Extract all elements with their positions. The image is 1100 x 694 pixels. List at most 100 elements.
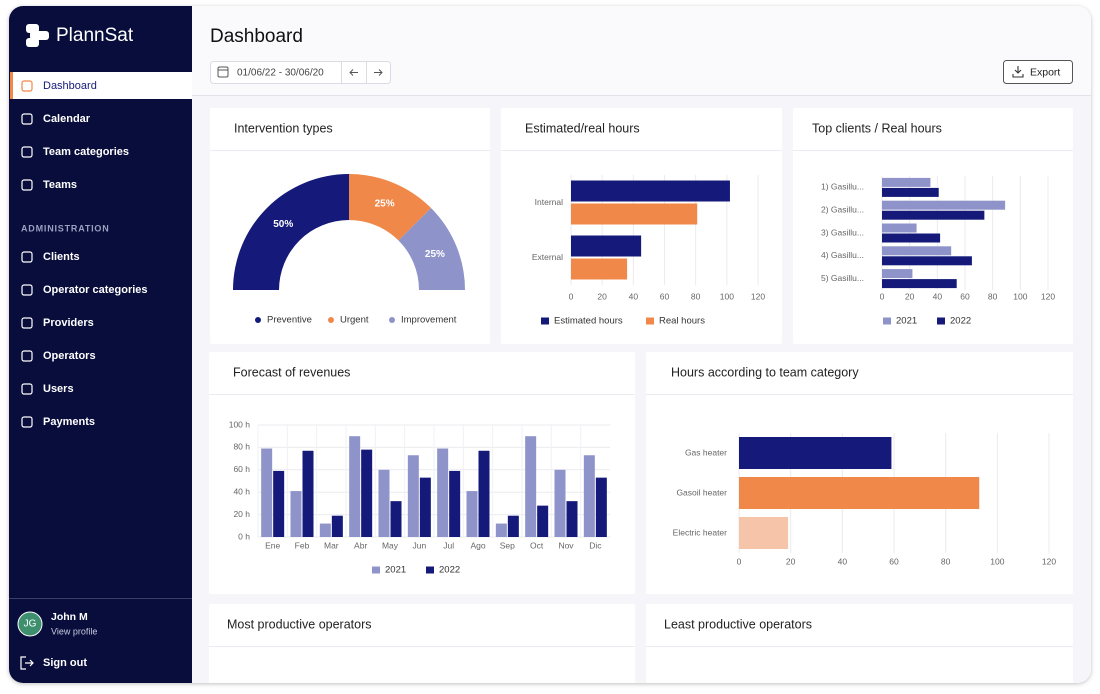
y-tick-label: 40 h: [233, 486, 250, 496]
x-tick-label: 100: [720, 291, 734, 301]
nav-item[interactable]: Teams: [43, 179, 77, 191]
value-label: 50%: [273, 219, 293, 230]
x-tick-label: 120: [751, 291, 765, 301]
sidebar: [9, 6, 192, 683]
legend-label: Improvement: [401, 315, 457, 326]
x-tick-label: Dic: [589, 540, 602, 550]
y-tick-label: Gasoil heater: [676, 487, 727, 497]
legend-marker: [541, 317, 549, 325]
bar: [331, 515, 343, 537]
card-title: Intervention types: [234, 121, 333, 135]
legend-label: 2022: [439, 565, 460, 576]
value-label: 25%: [375, 199, 395, 210]
nav-item[interactable]: Operator categories: [43, 284, 148, 296]
x-tick-label: Feb: [295, 540, 310, 550]
bar: [882, 223, 917, 233]
card-title: Most productive operators: [227, 617, 372, 631]
nav-item[interactable]: Payments: [43, 416, 95, 428]
nav-item[interactable]: Clients: [43, 251, 80, 263]
nav-icon: [21, 251, 33, 263]
x-tick-label: 40: [838, 556, 848, 566]
bar: [882, 246, 952, 256]
bar: [554, 469, 566, 537]
date-range-picker[interactable]: 01/06/22 - 30/06/20: [210, 61, 391, 84]
app: PlannSat ADMINISTRATION JG John M View p…: [9, 6, 1091, 683]
nav-item[interactable]: Team categories: [43, 146, 129, 158]
sign-out[interactable]: Sign out: [20, 656, 87, 670]
x-tick-label: 60: [960, 291, 970, 301]
page-title: Dashboard: [210, 26, 303, 47]
card: [501, 108, 782, 344]
bar: [302, 450, 314, 537]
bar: [390, 501, 402, 537]
bar: [882, 210, 985, 220]
bar: [361, 449, 373, 537]
donut-segment: [398, 207, 465, 290]
logo: PlannSat: [26, 24, 134, 47]
x-tick-label: 120: [1041, 291, 1055, 301]
bar: [478, 450, 490, 537]
bar: [419, 477, 431, 537]
y-tick-label: 4) Gasillu...: [821, 250, 864, 260]
value-label: 25%: [425, 249, 445, 260]
bar: [882, 200, 1006, 210]
user-profile[interactable]: JG John M View profile: [17, 611, 97, 637]
y-tick-label: 3) Gasillu...: [821, 227, 864, 237]
bar: [882, 269, 913, 279]
y-tick-label: Gas heater: [685, 447, 727, 457]
nav-item[interactable]: Calendar: [43, 113, 91, 125]
bar: [319, 523, 331, 537]
y-tick-label: 60 h: [233, 464, 250, 474]
nav-item[interactable]: Dashboard: [43, 80, 97, 92]
x-tick-label: Sep: [500, 540, 515, 550]
y-tick-label: 80 h: [233, 442, 250, 452]
y-tick-label: 20 h: [233, 509, 250, 519]
export-button[interactable]: Export: [1003, 60, 1073, 84]
card: [209, 604, 635, 683]
legend-marker: [883, 317, 891, 325]
nav-item[interactable]: Users: [43, 383, 74, 395]
bar: [571, 203, 698, 225]
y-tick-label: 5) Gasillu...: [821, 273, 864, 283]
bar: [882, 256, 972, 266]
bar: [525, 436, 537, 537]
card-title: Hours according to team category: [671, 365, 859, 379]
bar: [495, 523, 507, 537]
bar: [537, 505, 549, 537]
legend-label: Preventive: [267, 315, 312, 326]
x-tick-label: Mar: [324, 540, 339, 550]
legend-label: Real hours: [659, 316, 705, 327]
x-tick-label: 0: [569, 291, 574, 301]
legend-marker: [937, 317, 945, 325]
bar: [882, 279, 957, 289]
next-arrow[interactable]: [374, 69, 383, 76]
x-tick-label: May: [382, 540, 399, 550]
nav-item[interactable]: Providers: [43, 317, 94, 329]
view-profile-link[interactable]: View profile: [51, 626, 97, 636]
section-heading: ADMINISTRATION: [21, 223, 110, 233]
nav-icon: [21, 80, 33, 92]
bar: [882, 233, 941, 243]
bar: [261, 448, 273, 537]
card: [209, 352, 635, 594]
nav-icon: [21, 179, 33, 191]
y-tick-label: Electric heater: [673, 527, 727, 537]
x-tick-label: Jul: [443, 540, 454, 550]
bar: [507, 515, 519, 537]
x-tick-label: 0: [880, 291, 885, 301]
x-tick-label: 40: [629, 291, 639, 301]
bar: [449, 470, 461, 537]
nav-item[interactable]: Operators: [43, 350, 96, 362]
x-tick-label: 80: [941, 556, 951, 566]
prev-arrow[interactable]: [349, 69, 358, 76]
x-tick-label: Jun: [412, 540, 426, 550]
x-tick-label: 20: [905, 291, 915, 301]
x-tick-label: Nov: [558, 540, 574, 550]
card: [210, 108, 490, 344]
x-tick-label: 60: [660, 291, 670, 301]
bar: [739, 437, 892, 469]
nav-icon: [21, 383, 33, 395]
legend-marker: [328, 317, 334, 323]
bar: [882, 187, 939, 197]
